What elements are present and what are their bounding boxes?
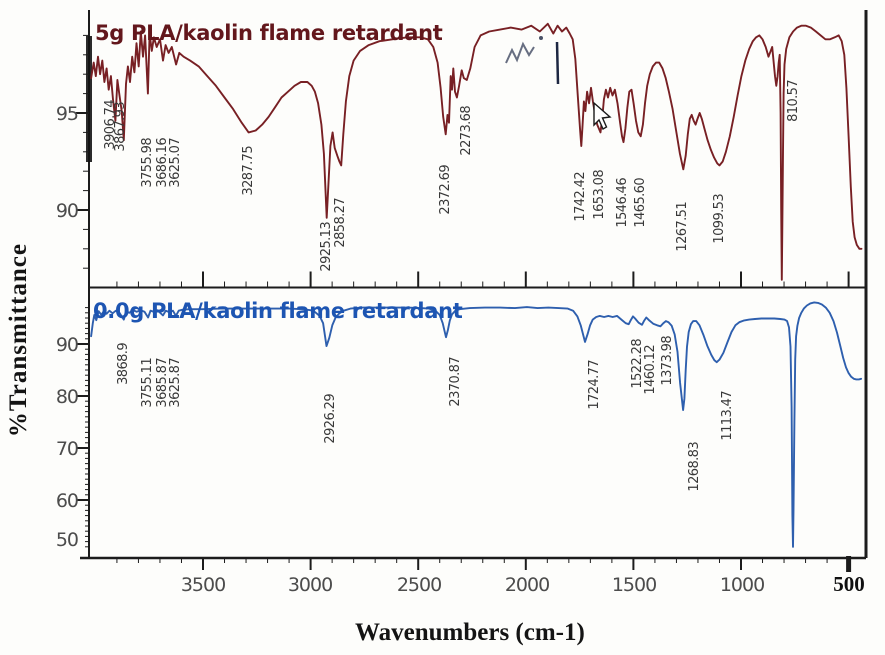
y-tick-label: 90 [55,200,79,222]
y-tick-label: 95 [55,103,79,125]
y-tick-label: 60 [55,490,79,512]
peak-label: 2273.68 [459,106,474,156]
x-tick-label: 3000 [287,574,333,596]
peak-label: 1742.42 [573,172,588,222]
x-tick-label: 2500 [396,574,442,596]
peak-label: 1653.08 [592,170,607,220]
peak-label: 1724.77 [587,360,602,410]
peak-label: 2925.13 [319,222,334,272]
y-tick-label: 50 [55,529,79,551]
x-tick-label: 2000 [504,574,550,596]
peak-label: 3867.93 [113,102,128,152]
top-spectrum-title: 5g PLA/kaolin flame retardant [95,21,443,45]
peak-label: 1373.98 [660,336,675,386]
x-axis-label: Wavenumbers (cm-1) [355,619,585,646]
cursor-arrow-icon [593,101,612,130]
peak-label: 1267.51 [675,202,690,252]
x-tick-label: 1000 [719,574,765,596]
peak-label: 2858.27 [333,198,348,248]
peak-label: 810.57 [786,80,801,122]
bottom-spectrum-title: 0.0g PLA/kaolin flame retardant [93,299,463,323]
x-tick-label: 3500 [180,574,226,596]
peak-label: 3755.98 [140,138,155,188]
x-tick-label: 1500 [611,574,657,596]
peak-label: 3868.9 [116,343,131,385]
peak-label: 2926.29 [323,394,338,444]
y-tick-label: 80 [55,386,79,408]
peak-label: 3755.11 [140,358,155,408]
peak-label: 2372.69 [438,165,453,215]
peak-label: 1460.12 [643,345,658,395]
peak-label: 1546.46 [615,178,630,228]
x-tick-label-500: 500 [833,572,865,596]
peak-label: 1099.53 [712,194,727,244]
peak-label: 1268.83 [687,442,702,492]
y-tick-label: 90 [55,334,79,356]
peak-label: 1465.60 [633,178,648,228]
peak-label: 1113.47 [720,391,735,441]
peak-label: 3625.07 [168,138,183,188]
peak-label: 3287.75 [241,146,256,196]
peak-label: 2370.87 [448,357,463,407]
y-tick-label: 70 [55,438,79,460]
y-axis-label: %Transmittance [5,242,32,437]
peak-label: 3625.87 [168,358,183,408]
